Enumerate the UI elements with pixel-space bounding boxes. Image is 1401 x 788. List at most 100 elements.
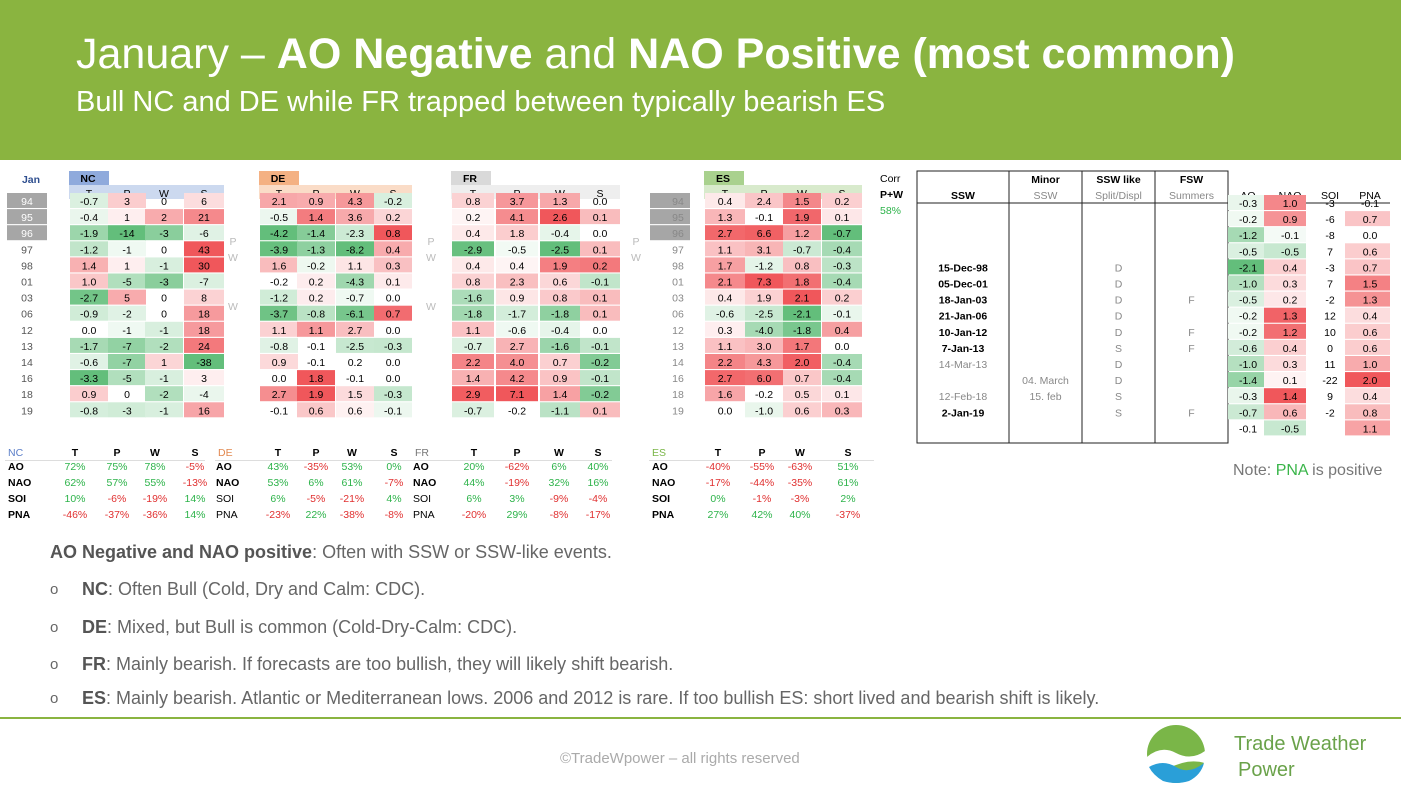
corr-value: 55%: [144, 477, 165, 489]
value-cell: 2.1: [718, 277, 733, 289]
heat-cell: [184, 225, 224, 241]
heat-cell: [145, 354, 183, 369]
value-cell: 0.8: [795, 260, 810, 272]
value-cell: 0.8: [553, 293, 568, 305]
idx-value: 11: [1325, 359, 1336, 371]
heat-cell: [70, 241, 108, 257]
value-cell: 0.6: [795, 405, 810, 417]
ssw-date: 15-Dec-98: [938, 262, 988, 274]
idx-heat: [1345, 259, 1390, 275]
heat-cell: [184, 241, 224, 257]
idx-value: 2.0: [1363, 375, 1378, 387]
corr-rule: [5, 460, 205, 461]
heat-cell: [783, 273, 821, 289]
idx-heat: [1264, 259, 1306, 275]
heat-cell: [783, 370, 821, 386]
idx-value: 0.7: [1363, 214, 1378, 226]
value-cell: -5: [122, 277, 131, 289]
value-cell: -1: [159, 405, 168, 417]
heat-cell: [297, 257, 335, 273]
value-cell: 6.6: [757, 228, 772, 240]
heat-cell: [580, 305, 620, 321]
value-cell: 6.0: [757, 373, 772, 385]
heat-cell: [452, 241, 494, 257]
heat-cell: [783, 337, 821, 353]
value-cell: 1.2: [795, 228, 810, 240]
heat-cell: [336, 225, 374, 241]
heat-cell: [145, 209, 183, 225]
value-cell: 1.6: [718, 389, 733, 401]
value-cell: -3: [159, 277, 168, 289]
corr-value: -46%: [63, 509, 88, 521]
value-cell: 0.1: [593, 293, 608, 305]
heat-cell: [336, 273, 374, 289]
heat-cell: [705, 289, 745, 305]
heat-cell: [108, 193, 146, 208]
value-cell: -0.2: [591, 357, 609, 369]
idx-value: -0.5: [1239, 246, 1257, 258]
value-cell: 1.4: [82, 260, 97, 272]
ssw-date: 2-Jan-19: [942, 407, 985, 419]
idx-value: 0: [1327, 343, 1333, 355]
value-cell: 0.8: [386, 228, 401, 240]
heat-cell: [145, 337, 183, 353]
corr-region-label: ES: [652, 447, 666, 459]
value-cell: 1.9: [309, 389, 324, 401]
heat-cell: [70, 257, 108, 273]
value-cell: 1.4: [466, 373, 481, 385]
year-label: 12: [21, 325, 33, 337]
ssw-minor: 15. feb: [1029, 391, 1061, 403]
idx-heat: [1345, 243, 1390, 259]
region-name: DE: [271, 173, 286, 185]
heat-cell: [70, 337, 108, 353]
avg-heat: [1345, 420, 1390, 436]
marker-label: W: [631, 252, 641, 264]
idx-value: 0.7: [1363, 262, 1378, 274]
corr-value: -36%: [143, 509, 168, 521]
value-cell: 0: [124, 389, 130, 401]
value-cell: 18: [198, 325, 210, 337]
idx-heat: [1345, 307, 1390, 323]
year-label: 19: [21, 405, 33, 417]
year-label: 06: [21, 309, 33, 321]
value-cell: 2.7: [510, 341, 525, 353]
corr-value: 32%: [548, 477, 569, 489]
corr-value: 6%: [270, 493, 285, 505]
idx-value: 0.4: [1363, 311, 1378, 323]
value-cell: -0.1: [270, 405, 288, 417]
idx-heat: [1228, 372, 1264, 388]
value-cell: 1.1: [348, 260, 363, 272]
heat-cell: [452, 257, 494, 273]
ssw-date: 7-Jan-13: [942, 343, 985, 355]
heat-cell: [336, 289, 374, 305]
heat-cell: [822, 225, 862, 241]
heat-cell: [452, 354, 494, 369]
year-label: 12: [672, 325, 684, 337]
ssw-date: 18-Jan-03: [939, 295, 988, 307]
corr-head: W: [795, 447, 805, 459]
year-label: 13: [672, 341, 684, 353]
heat-cell: [297, 241, 335, 257]
corr-value: 27%: [707, 509, 728, 521]
corr-value: 29%: [506, 509, 527, 521]
region-name: FR: [463, 173, 477, 185]
note-text: Note: PNA is positive: [1233, 462, 1383, 479]
heat-cell: [374, 225, 412, 241]
value-cell: -0.1: [755, 212, 773, 224]
heat-cell: [336, 193, 374, 208]
ssw-date: 05-Dec-01: [938, 279, 988, 291]
value-cell: -0.4: [833, 244, 851, 256]
value-cell: -2.5: [551, 244, 569, 256]
idx-value: -0.3: [1239, 391, 1257, 403]
ssw-frame: [916, 170, 1229, 444]
value-cell: 0.0: [718, 405, 733, 417]
value-cell: -4.3: [346, 277, 364, 289]
heat-cell: [184, 402, 224, 418]
corr-row-label: PNA: [652, 509, 675, 521]
idx-value: -0.2: [1239, 311, 1257, 323]
corr-value: -6%: [108, 493, 127, 505]
heat-cell: [783, 305, 821, 321]
value-cell: 0.2: [309, 293, 324, 305]
value-cell: 0.9: [553, 373, 568, 385]
heat-cell: [70, 209, 108, 225]
